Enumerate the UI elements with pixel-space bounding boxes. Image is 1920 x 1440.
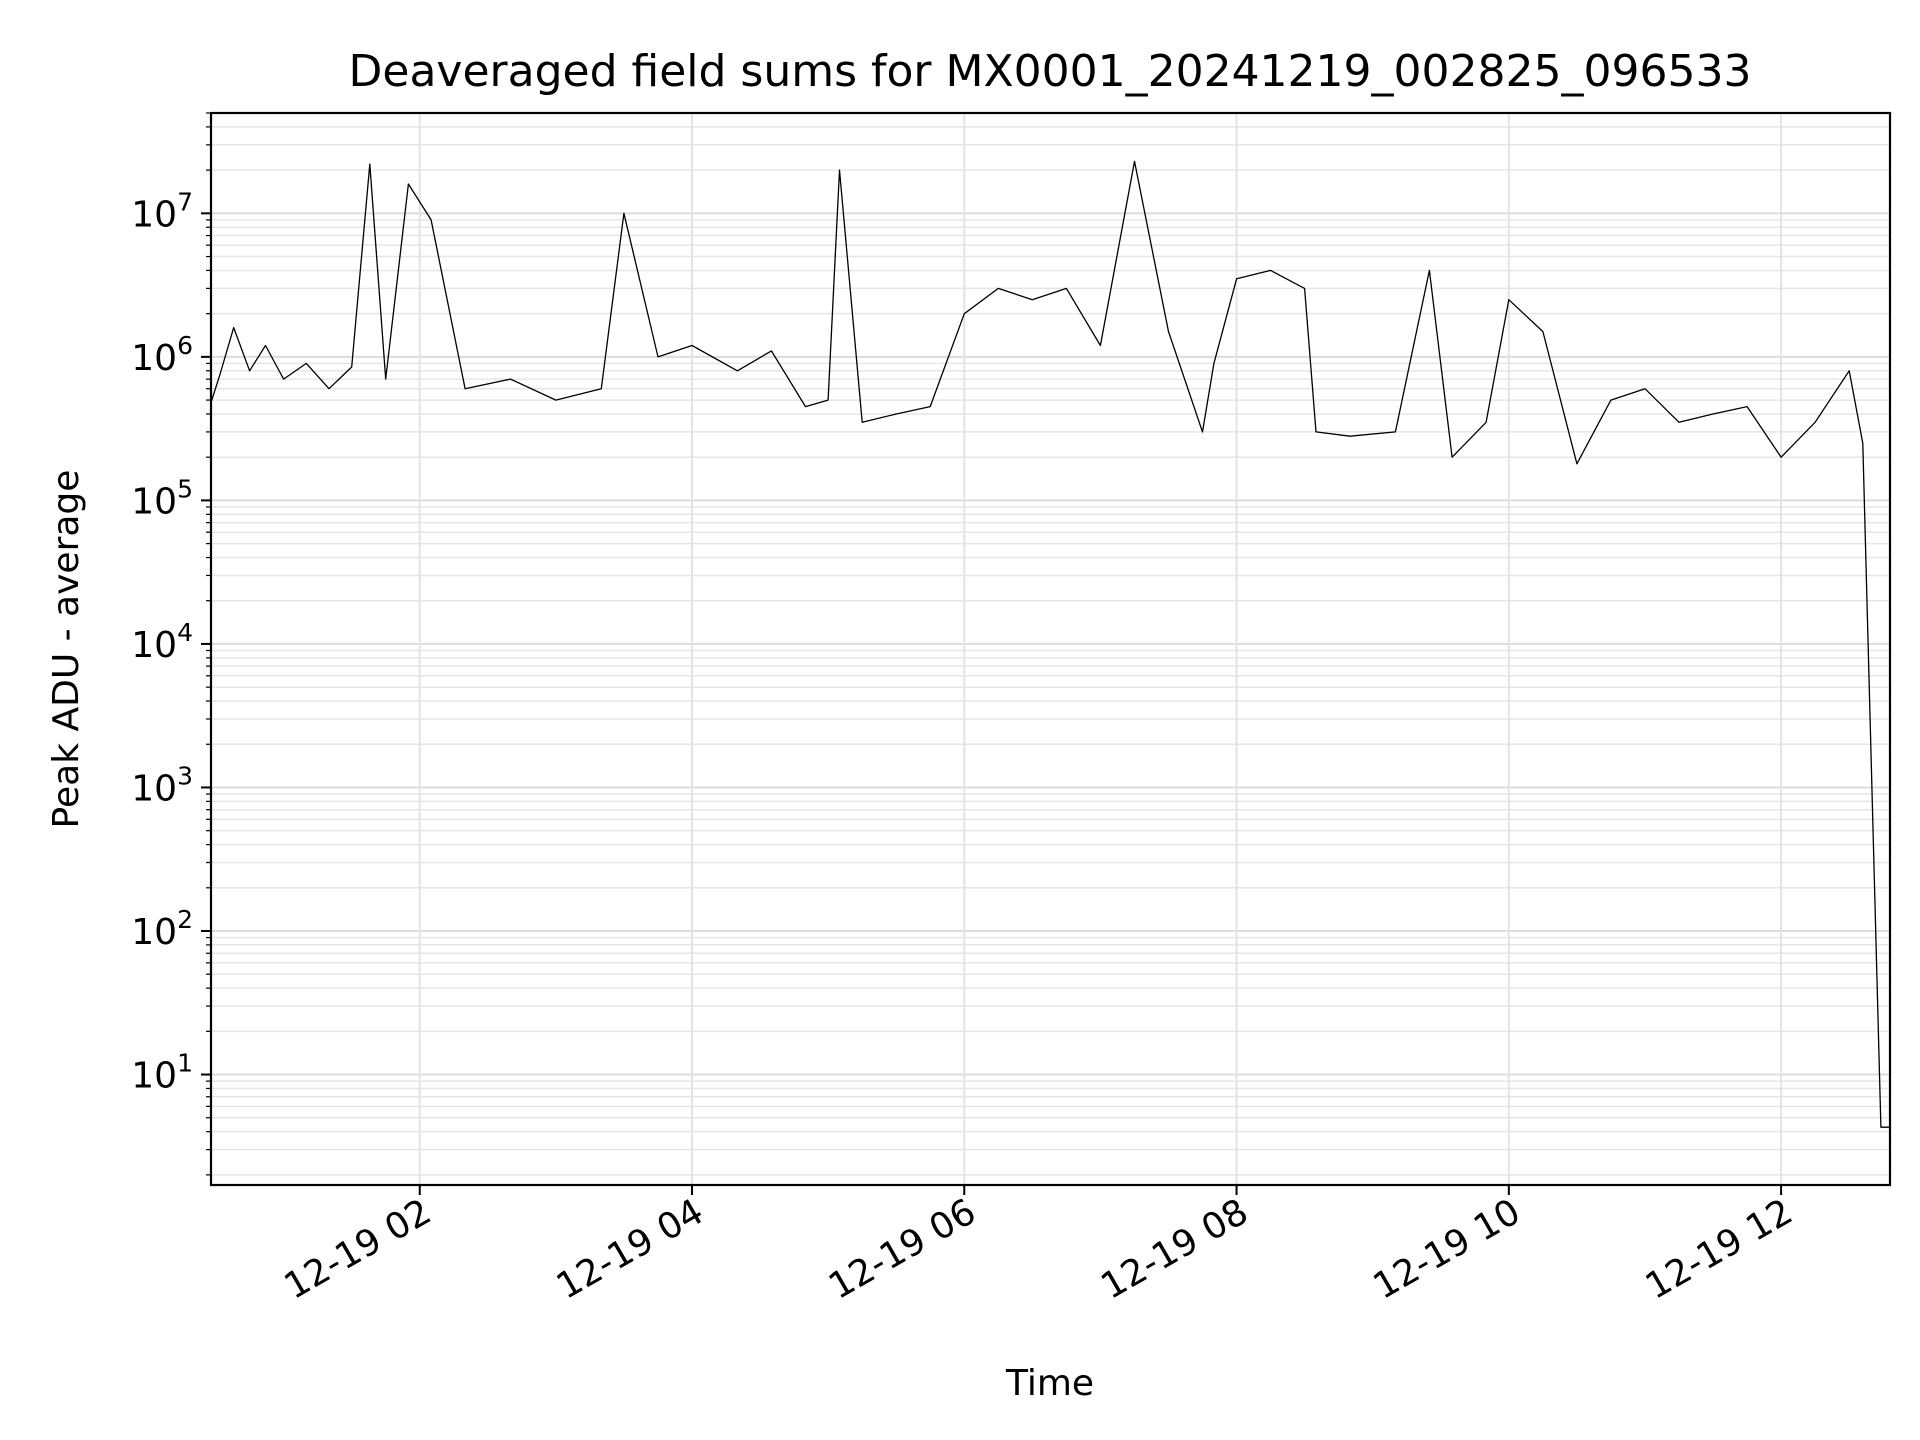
y-tick-label: 105: [131, 474, 193, 522]
data-line: [210, 160, 1890, 1128]
y-tick-label: 101: [131, 1049, 193, 1097]
grid: [211, 112, 1890, 1185]
y-tick-label: 102: [131, 905, 193, 953]
plot-frame: [209, 111, 1892, 1187]
y-tick-label: 103: [131, 761, 193, 809]
chart-title: Deaveraged field sums for MX0001_2024121…: [349, 46, 1752, 97]
data-series: [210, 160, 1890, 1128]
y-axis-label: Peak ADU - average: [46, 470, 87, 829]
x-axis-label: Time: [1005, 1363, 1094, 1404]
y-tick-label: 107: [131, 187, 193, 235]
y-tick-label: 106: [131, 331, 193, 379]
y-tick-label: 104: [131, 618, 193, 666]
